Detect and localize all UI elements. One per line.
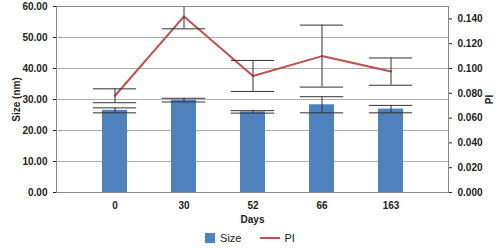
svg-text:Size (nm): Size (nm) <box>11 77 22 121</box>
svg-text:40.00: 40.00 <box>22 63 47 74</box>
svg-text:10.00: 10.00 <box>22 156 47 167</box>
svg-text:0.00: 0.00 <box>28 187 48 198</box>
svg-text:30.00: 30.00 <box>22 94 47 105</box>
svg-text:0.140: 0.140 <box>458 13 483 24</box>
svg-text:20.00: 20.00 <box>22 125 47 136</box>
svg-text:0.040: 0.040 <box>458 137 483 148</box>
svg-text:163: 163 <box>383 200 400 211</box>
html-text:Size: Size <box>220 232 242 244</box>
svg-text:50.00: 50.00 <box>22 32 47 43</box>
svg-text:30: 30 <box>178 200 190 211</box>
svg-text:0.020: 0.020 <box>458 162 483 173</box>
svg-text:52: 52 <box>247 200 259 211</box>
svg-text:66: 66 <box>316 200 328 211</box>
svg-text:0.080: 0.080 <box>458 88 483 99</box>
svg-text:0: 0 <box>112 200 118 211</box>
svg-text:PI: PI <box>484 95 495 105</box>
svg-text:0.060: 0.060 <box>458 112 483 123</box>
svg-text:Days: Days <box>241 214 265 225</box>
html-text:PI: PI <box>284 232 295 244</box>
svg-text:60.00: 60.00 <box>22 1 47 12</box>
svg-text:0.000: 0.000 <box>458 187 483 198</box>
svg-text:0.120: 0.120 <box>458 38 483 49</box>
svg-text:0.100: 0.100 <box>458 63 483 74</box>
